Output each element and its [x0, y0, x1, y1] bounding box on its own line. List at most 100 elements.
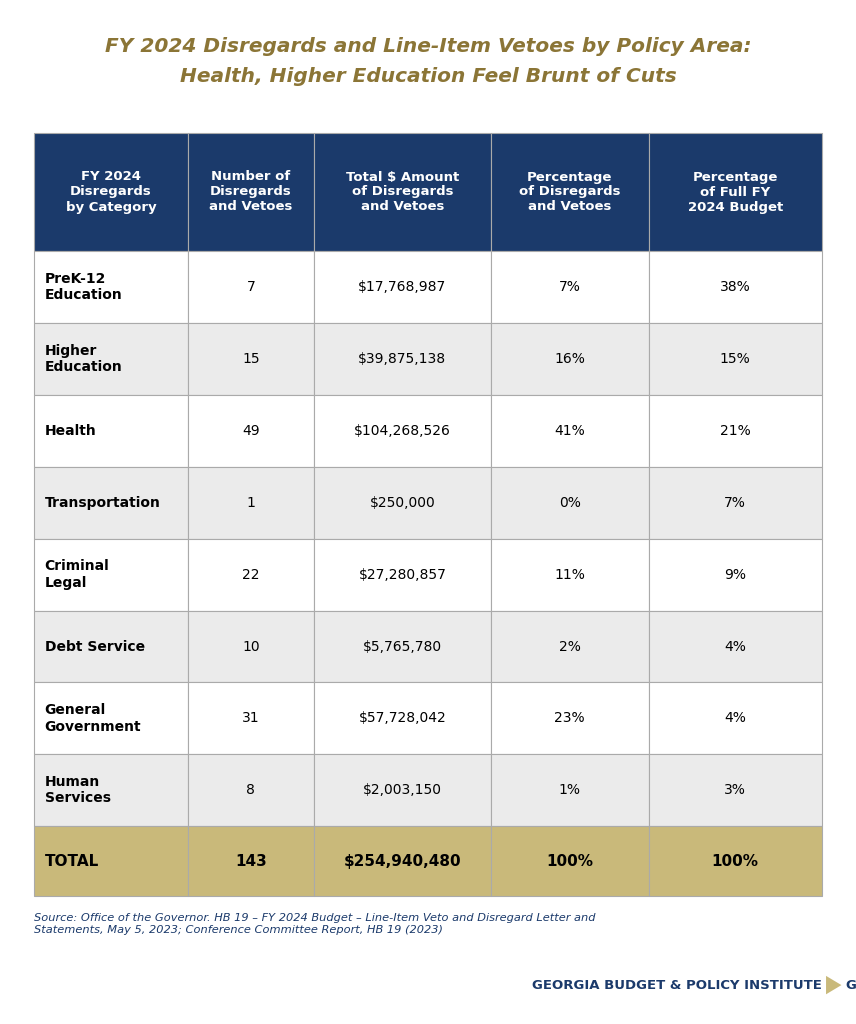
- Text: 7: 7: [247, 280, 255, 294]
- Bar: [34, 755, 187, 826]
- Text: 11%: 11%: [555, 567, 586, 582]
- Text: Health, Higher Education Feel Brunt of Cuts: Health, Higher Education Feel Brunt of C…: [180, 68, 676, 86]
- Text: $5,765,780: $5,765,780: [363, 640, 442, 653]
- Text: Criminal
Legal: Criminal Legal: [45, 559, 110, 590]
- Bar: [34, 251, 187, 323]
- Text: GBPI.org: GBPI.org: [846, 979, 856, 991]
- Bar: [34, 467, 187, 539]
- Bar: [187, 251, 314, 323]
- Text: 31: 31: [242, 712, 259, 725]
- Bar: [649, 133, 822, 251]
- Text: Transportation: Transportation: [45, 496, 160, 510]
- Bar: [187, 826, 314, 896]
- Bar: [491, 683, 649, 755]
- Bar: [491, 539, 649, 610]
- Text: FY 2024
Disregards
by Category: FY 2024 Disregards by Category: [66, 171, 157, 213]
- Bar: [314, 394, 491, 467]
- Bar: [649, 251, 822, 323]
- Text: PreK-12
Education: PreK-12 Education: [45, 271, 122, 302]
- Bar: [314, 826, 491, 896]
- Bar: [187, 467, 314, 539]
- Bar: [649, 610, 822, 683]
- Text: 1%: 1%: [559, 783, 580, 798]
- Text: $57,728,042: $57,728,042: [359, 712, 446, 725]
- Text: 10: 10: [242, 640, 259, 653]
- Text: TOTAL: TOTAL: [45, 854, 98, 868]
- Text: 0%: 0%: [559, 496, 580, 510]
- Text: 100%: 100%: [546, 854, 593, 868]
- Text: 1: 1: [247, 496, 255, 510]
- Text: Debt Service: Debt Service: [45, 640, 145, 653]
- Text: Source: Office of the Governor. HB 19 – FY 2024 Budget – Line-Item Veto and Disr: Source: Office of the Governor. HB 19 – …: [34, 913, 596, 935]
- Text: 143: 143: [235, 854, 267, 868]
- Bar: [649, 539, 822, 610]
- Text: 38%: 38%: [720, 280, 751, 294]
- Bar: [491, 394, 649, 467]
- Bar: [187, 539, 314, 610]
- Text: 7%: 7%: [724, 496, 746, 510]
- Text: 41%: 41%: [555, 424, 586, 437]
- Text: 49: 49: [242, 424, 259, 437]
- Text: Higher
Education: Higher Education: [45, 344, 122, 374]
- Bar: [314, 610, 491, 683]
- Bar: [491, 467, 649, 539]
- Text: $39,875,138: $39,875,138: [359, 352, 447, 366]
- Bar: [34, 683, 187, 755]
- Text: Health: Health: [45, 424, 96, 437]
- Bar: [314, 683, 491, 755]
- Text: $17,768,987: $17,768,987: [359, 280, 447, 294]
- Bar: [187, 394, 314, 467]
- Bar: [491, 251, 649, 323]
- Bar: [649, 467, 822, 539]
- Text: 15%: 15%: [720, 352, 751, 366]
- Bar: [34, 539, 187, 610]
- Bar: [34, 394, 187, 467]
- Text: 2%: 2%: [559, 640, 580, 653]
- Text: $254,940,480: $254,940,480: [343, 854, 461, 868]
- Bar: [649, 394, 822, 467]
- Bar: [187, 755, 314, 826]
- Text: FY 2024 Disregards and Line-Item Vetoes by Policy Area:: FY 2024 Disregards and Line-Item Vetoes …: [104, 37, 752, 55]
- Text: Number of
Disregards
and Vetoes: Number of Disregards and Vetoes: [209, 171, 293, 213]
- Bar: [187, 133, 314, 251]
- Bar: [34, 610, 187, 683]
- Bar: [314, 133, 491, 251]
- Bar: [314, 251, 491, 323]
- Text: 7%: 7%: [559, 280, 580, 294]
- Text: Percentage
of Full FY
2024 Budget: Percentage of Full FY 2024 Budget: [687, 171, 782, 213]
- Text: 22: 22: [242, 567, 259, 582]
- Bar: [491, 610, 649, 683]
- Text: 4%: 4%: [724, 640, 746, 653]
- Bar: [34, 323, 187, 395]
- Bar: [649, 683, 822, 755]
- Text: 8: 8: [247, 783, 255, 798]
- Text: $27,280,857: $27,280,857: [359, 567, 446, 582]
- Text: 23%: 23%: [555, 712, 585, 725]
- Bar: [649, 826, 822, 896]
- Text: 16%: 16%: [555, 352, 586, 366]
- Text: $250,000: $250,000: [370, 496, 436, 510]
- Bar: [187, 610, 314, 683]
- Text: Total $ Amount
of Disregards
and Vetoes: Total $ Amount of Disregards and Vetoes: [346, 171, 459, 213]
- Bar: [491, 323, 649, 395]
- Text: $2,003,150: $2,003,150: [363, 783, 442, 798]
- Text: 3%: 3%: [724, 783, 746, 798]
- Bar: [314, 467, 491, 539]
- Bar: [314, 323, 491, 395]
- Text: 21%: 21%: [720, 424, 751, 437]
- Bar: [34, 133, 187, 251]
- Text: 100%: 100%: [711, 854, 758, 868]
- Bar: [187, 683, 314, 755]
- Text: Percentage
of Disregards
and Vetoes: Percentage of Disregards and Vetoes: [519, 171, 621, 213]
- Text: 9%: 9%: [724, 567, 746, 582]
- Text: $104,268,526: $104,268,526: [354, 424, 451, 437]
- Bar: [34, 826, 187, 896]
- Bar: [491, 133, 649, 251]
- Bar: [649, 755, 822, 826]
- Bar: [187, 323, 314, 395]
- Bar: [491, 755, 649, 826]
- Text: 15: 15: [242, 352, 259, 366]
- Text: 4%: 4%: [724, 712, 746, 725]
- Bar: [314, 539, 491, 610]
- Text: GEORGIA BUDGET & POLICY INSTITUTE: GEORGIA BUDGET & POLICY INSTITUTE: [532, 979, 822, 991]
